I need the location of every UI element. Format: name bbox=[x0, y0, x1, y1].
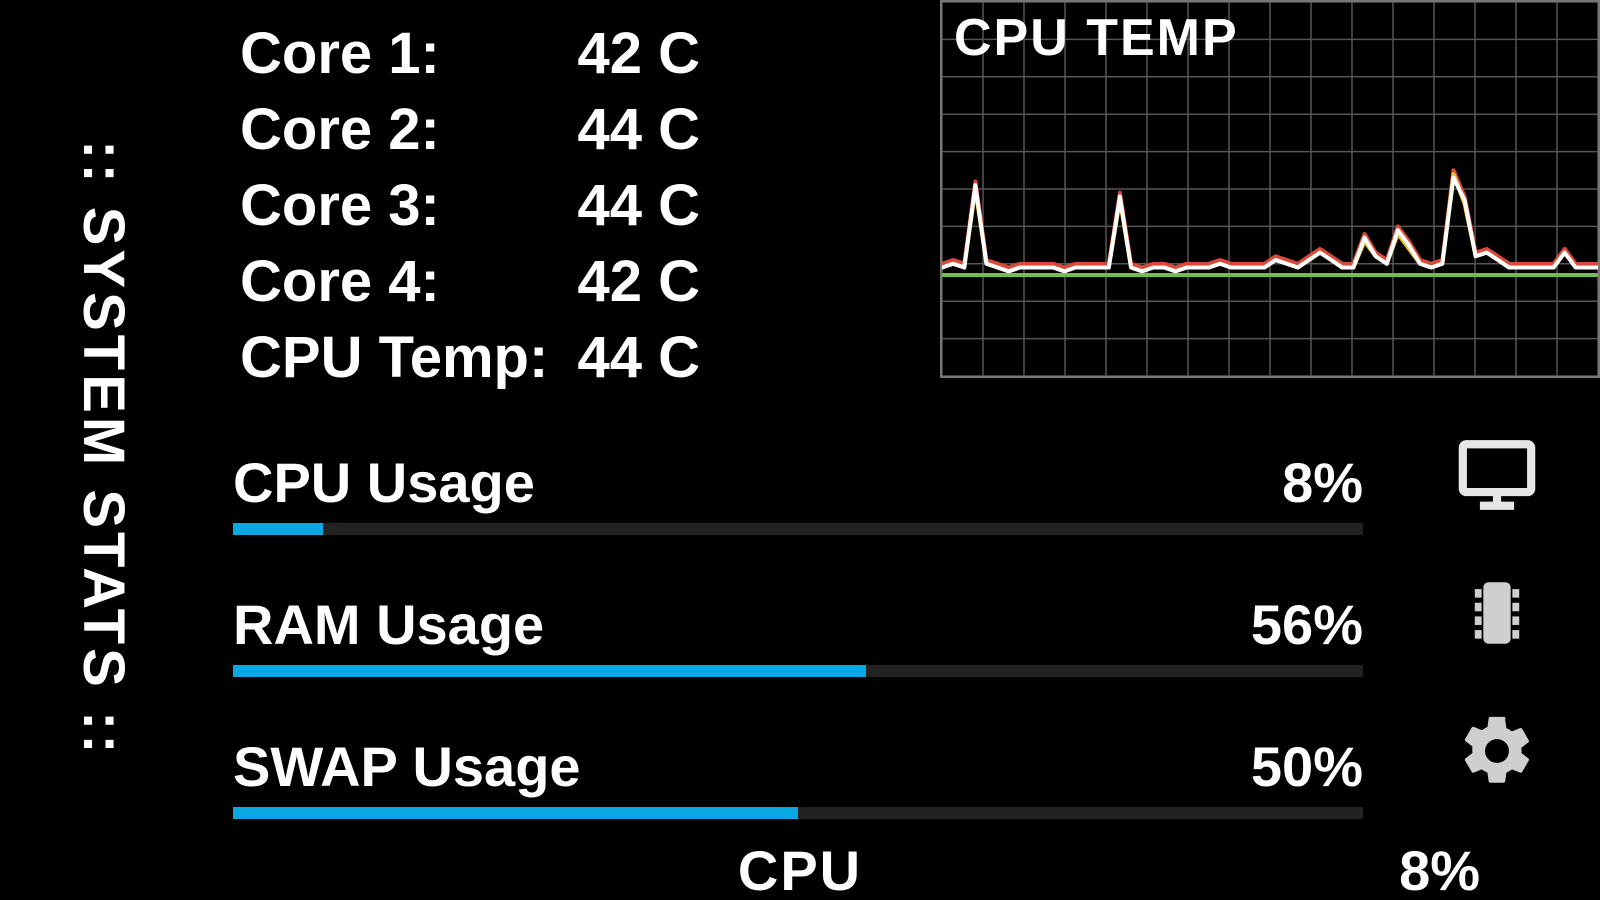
swap-usage-value: 50% bbox=[1251, 734, 1363, 799]
memory-chip-icon bbox=[1456, 572, 1538, 654]
core-value: 42 C bbox=[577, 248, 700, 315]
monitor-icon bbox=[1456, 434, 1538, 516]
core-row: Core 2: 44 C bbox=[240, 91, 700, 167]
cpu-temp-chart-title: CPU TEMP bbox=[954, 8, 1239, 68]
core-row: Core 3: 44 C bbox=[240, 167, 700, 243]
ram-usage-bar-track bbox=[233, 665, 1363, 677]
bottom-cpu-label: CPU bbox=[738, 838, 862, 900]
cpu-usage-bar-track bbox=[233, 523, 1363, 535]
swap-usage-label: SWAP Usage bbox=[233, 735, 581, 798]
core-label: Core 3: bbox=[240, 172, 440, 239]
core-label: Core 1: bbox=[240, 20, 440, 87]
core-label: Core 4: bbox=[240, 248, 440, 315]
ram-usage-value: 56% bbox=[1251, 592, 1363, 657]
core-row: Core 1: 42 C bbox=[240, 15, 700, 91]
core-value: 44 C bbox=[577, 96, 700, 163]
core-row: CPU Temp: 44 C bbox=[240, 319, 700, 395]
cpu-temp-chart: CPU TEMP bbox=[940, 0, 1600, 378]
core-label: CPU Temp: bbox=[240, 324, 548, 391]
bottom-cpu-value: 8% bbox=[1399, 838, 1480, 900]
gear-icon bbox=[1456, 710, 1538, 792]
core-value: 44 C bbox=[577, 172, 700, 239]
swap-usage-block: SWAP Usage 50% bbox=[233, 734, 1363, 819]
core-row: Core 4: 42 C bbox=[240, 243, 700, 319]
core-value: 42 C bbox=[577, 20, 700, 87]
ram-usage-label: RAM Usage bbox=[233, 593, 544, 656]
ram-usage-bar-fill bbox=[233, 665, 866, 677]
cpu-usage-label: CPU Usage bbox=[233, 451, 535, 514]
cpu-usage-value: 8% bbox=[1282, 450, 1363, 515]
cpu-usage-bar-fill bbox=[233, 523, 323, 535]
swap-usage-bar-track bbox=[233, 807, 1363, 819]
core-temp-list: Core 1: 42 C Core 2: 44 C Core 3: 44 C C… bbox=[240, 15, 700, 395]
core-value: 44 C bbox=[577, 324, 700, 391]
ram-usage-block: RAM Usage 56% bbox=[233, 592, 1363, 677]
sidebar-title: :: SYSTEM STATS :: bbox=[70, 140, 137, 758]
cpu-usage-block: CPU Usage 8% bbox=[233, 450, 1363, 535]
bottom-partial-row: CPU 8% bbox=[0, 838, 1600, 900]
swap-usage-bar-fill bbox=[233, 807, 798, 819]
core-label: Core 2: bbox=[240, 96, 440, 163]
